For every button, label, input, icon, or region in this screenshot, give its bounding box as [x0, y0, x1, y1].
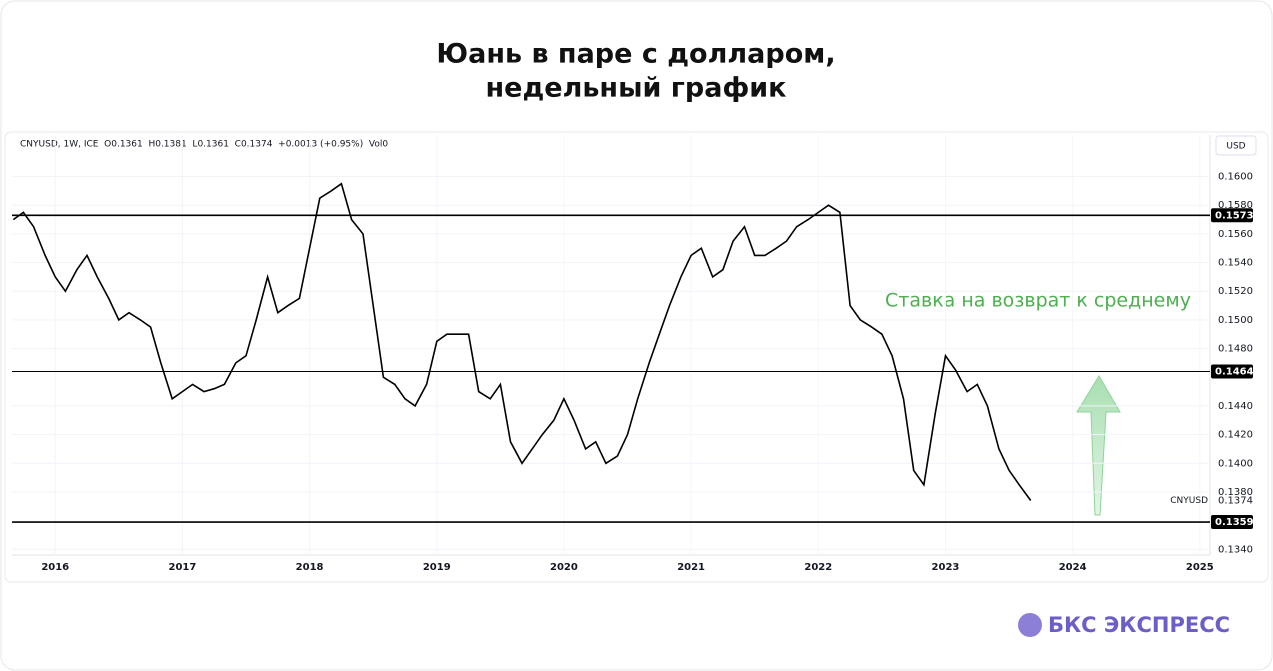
- x-tick-label: 2024: [1059, 562, 1087, 573]
- y-tick-label: 0.1600: [1218, 172, 1253, 183]
- x-tick-label: 2020: [550, 562, 578, 573]
- y-tick-label: 0.1480: [1218, 344, 1253, 355]
- level-tag: [1211, 515, 1253, 530]
- y-tick-label: 0.1580: [1218, 200, 1253, 211]
- chart-title: недельный график: [485, 73, 786, 104]
- x-tick-label: 2018: [296, 562, 324, 573]
- y-tick-label: 0.1380: [1218, 487, 1253, 498]
- legend-header: CNYUSD, 1W, ICE O0.1361 H0.1381 L0.1361 …: [20, 140, 388, 150]
- y-tick-label: 0.1560: [1218, 229, 1253, 240]
- x-tick-label: 2017: [168, 562, 196, 573]
- y-tick-label: 0.1340: [1218, 544, 1253, 555]
- level-tag: [1211, 364, 1253, 379]
- chart-panel: [4, 131, 1269, 583]
- logo-icon: [1018, 613, 1042, 637]
- last-price-label: 0.1374: [1218, 496, 1253, 507]
- y-tick-label: 0.1520: [1218, 286, 1253, 297]
- series-name: CNYUSD: [1170, 496, 1208, 506]
- x-tick-label: 2022: [804, 562, 832, 573]
- y-tick-label: 0.1500: [1218, 315, 1253, 326]
- y-tick-label: 0.1420: [1218, 430, 1253, 441]
- y-tick-label: 0.1540: [1218, 258, 1253, 269]
- level-label: 0.1359: [1215, 517, 1254, 528]
- annotation: Ставка на возврат к среднему: [885, 290, 1191, 312]
- x-tick-label: 2016: [41, 562, 69, 573]
- x-tick-label: 2023: [932, 562, 960, 573]
- y-tick-label: 0.1400: [1218, 458, 1253, 469]
- level-label: 0.1573: [1215, 210, 1254, 221]
- level-label: 0.1464: [1215, 367, 1254, 378]
- level-tag: [1211, 208, 1253, 223]
- brand: БКС ЭКСПРЕСС: [1048, 613, 1230, 637]
- price-line: [12, 182, 1032, 501]
- arrow: [1076, 375, 1121, 516]
- currency: USD: [1226, 142, 1245, 152]
- currency-box: [1215, 135, 1257, 156]
- chart-title: Юань в паре с долларом,: [436, 39, 835, 70]
- y-tick-label: 0.1440: [1218, 401, 1253, 412]
- x-tick-label: 2021: [677, 562, 705, 573]
- x-tick-label: 2019: [423, 562, 451, 573]
- x-tick-label: 2025: [1186, 562, 1214, 573]
